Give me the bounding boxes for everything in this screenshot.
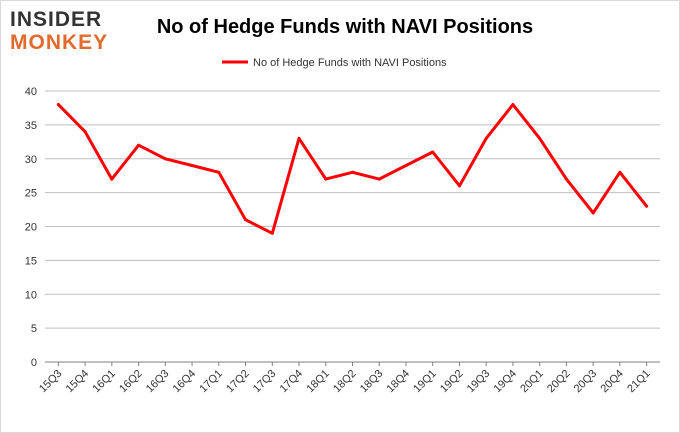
legend-label: No of Hedge Funds with NAVI Positions — [253, 57, 447, 69]
logo-line-2: MONKEY — [10, 31, 109, 54]
x-tick-label: 18Q1 — [304, 368, 332, 396]
x-axis: 15Q3 15Q4 16Q1 16Q2 16Q3 16Q4 17Q1 17Q2 17Q3 17Q4… — [37, 362, 653, 395]
y-tick-label: 0 — [31, 357, 37, 369]
y-tick-label: 10 — [25, 289, 37, 301]
x-tick-label: 18Q2 — [331, 368, 359, 396]
x-tick-label: 21Q1 — [625, 368, 653, 396]
x-tick-label: 19Q2 — [438, 368, 466, 396]
data-point-15Q4 — [83, 130, 87, 134]
x-tick-label: 20Q2 — [545, 368, 573, 396]
data-point-16Q3 — [163, 157, 167, 161]
series-group — [56, 103, 649, 235]
data-point-17Q3 — [270, 231, 274, 235]
data-point-20Q1 — [538, 136, 542, 140]
data-point-17Q4 — [297, 136, 301, 140]
x-tick-label: 20Q1 — [518, 368, 546, 396]
data-point-20Q4 — [618, 170, 622, 174]
x-tick-label: 18Q4 — [385, 368, 413, 396]
data-point-16Q2 — [137, 143, 141, 147]
y-tick-label: 20 — [25, 222, 37, 234]
data-point-20Q2 — [564, 177, 568, 181]
y-tick-label: 15 — [25, 255, 37, 267]
data-point-16Q1 — [110, 177, 114, 181]
x-tick-label: 17Q4 — [278, 368, 306, 396]
data-point-18Q3 — [377, 177, 381, 181]
x-tick-label: 20Q3 — [572, 368, 600, 396]
y-tick-label: 5 — [31, 323, 37, 335]
x-tick-label: 19Q3 — [465, 368, 493, 396]
insider-monkey-logo: INSIDER MONKEY — [10, 9, 108, 53]
data-point-17Q2 — [244, 218, 248, 222]
data-point-19Q4 — [511, 103, 515, 107]
x-tick-label: 17Q3 — [251, 368, 279, 396]
y-tick-label: 35 — [25, 120, 37, 132]
y-axis: 0 5 10 15 20 25 30 35 40 — [25, 86, 37, 369]
x-tick-label: 15Q4 — [64, 368, 92, 396]
x-tick-label: 15Q3 — [37, 368, 65, 396]
y-tick-label: 25 — [25, 188, 37, 200]
x-tick-label: 16Q3 — [144, 368, 172, 396]
x-tick-label: 17Q2 — [224, 368, 252, 396]
legend: No of Hedge Funds with NAVI Positions — [222, 57, 447, 69]
x-tick-label: 16Q4 — [171, 368, 199, 396]
data-point-16Q4 — [190, 164, 194, 168]
data-point-19Q3 — [484, 136, 488, 140]
chart-title: No of Hedge Funds with NAVI Positions — [156, 16, 534, 38]
data-point-17Q1 — [217, 170, 221, 174]
data-point-19Q2 — [457, 184, 461, 188]
y-tick-label: 30 — [25, 154, 37, 166]
y-tick-label: 40 — [25, 86, 37, 98]
data-point-21Q1 — [645, 204, 649, 208]
data-point-15Q3 — [56, 103, 60, 107]
x-tick-label: 18Q3 — [358, 368, 386, 396]
x-tick-label: 19Q1 — [411, 368, 439, 396]
x-tick-label: 16Q2 — [117, 368, 145, 396]
data-point-18Q4 — [404, 164, 408, 168]
data-point-19Q1 — [431, 150, 435, 154]
data-point-18Q1 — [324, 177, 328, 181]
logo-line-1: INSIDER — [10, 8, 103, 31]
x-tick-label: 19Q4 — [492, 368, 520, 396]
series-line — [56, 103, 649, 235]
x-tick-label: 16Q1 — [90, 368, 118, 396]
grid — [45, 90, 660, 363]
x-tick-label: 17Q1 — [197, 368, 225, 396]
x-tick-label: 20Q4 — [598, 368, 626, 396]
data-point-18Q2 — [351, 170, 354, 174]
data-point-20Q3 — [591, 211, 595, 215]
